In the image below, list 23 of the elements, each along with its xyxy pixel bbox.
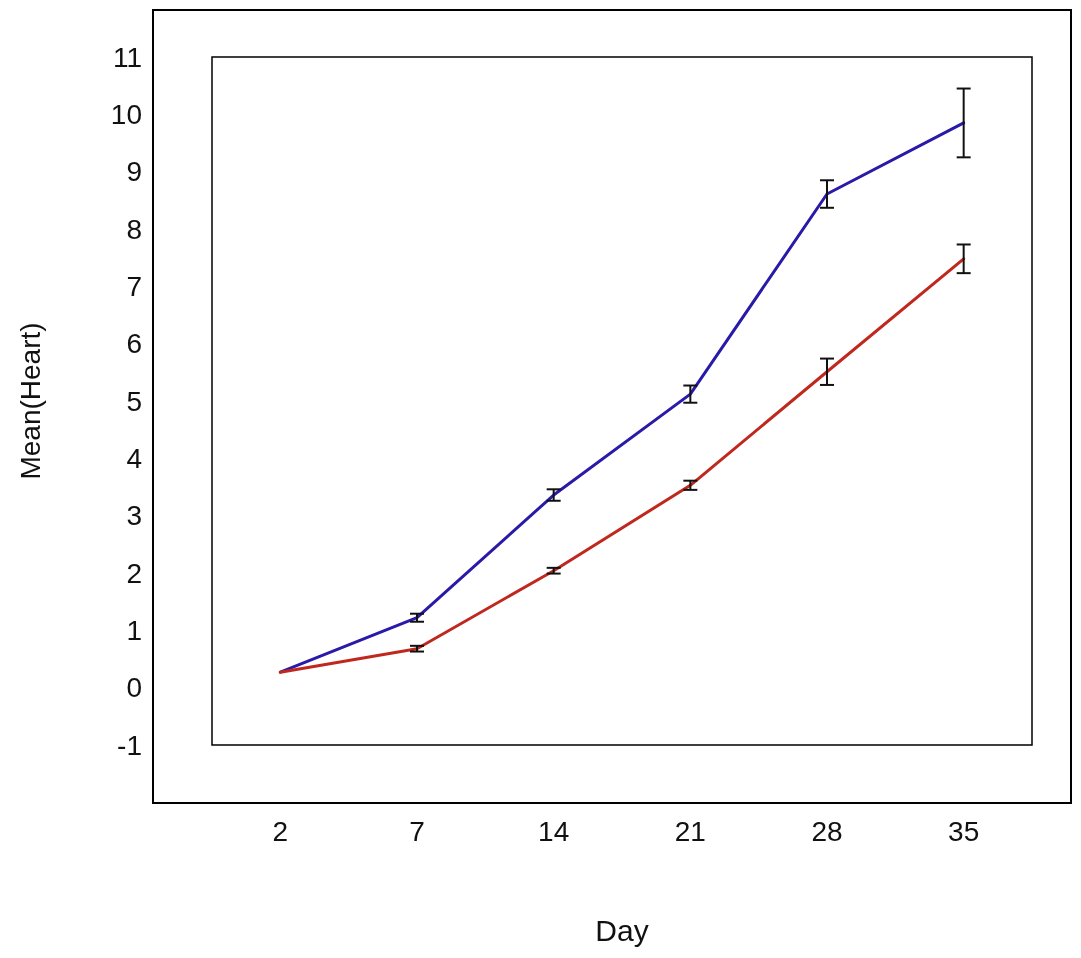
x-tick-label: 21 — [674, 815, 706, 847]
y-tick-label: 1 — [126, 614, 142, 646]
y-tick-label: 5 — [126, 385, 142, 417]
x-tick-label: 2 — [272, 815, 289, 847]
y-tick-label: -1 — [117, 729, 142, 761]
y-tick-label: 2 — [126, 557, 142, 589]
y-tick-label: 3 — [126, 500, 142, 532]
y-axis-title: Mean(Heart) — [14, 322, 46, 480]
x-tick-label: 7 — [409, 815, 425, 847]
y-tick-label: 10 — [110, 98, 142, 130]
y-tick-label: 0 — [126, 672, 142, 704]
y-tick-label: 4 — [126, 442, 142, 474]
y-tick-label: 7 — [126, 270, 142, 302]
x-tick-label: 35 — [948, 815, 980, 847]
y-tick-label: 11 — [112, 41, 142, 73]
y-tick-label: 8 — [126, 213, 142, 245]
x-axis-title: Day — [595, 913, 649, 947]
line-series — [278, 121, 966, 674]
x-tick-label: 14 — [538, 815, 570, 847]
y-tick-label: 9 — [126, 156, 142, 188]
y-tick-label: 6 — [126, 328, 142, 360]
line-series — [278, 257, 966, 674]
x-tick-label: 28 — [811, 815, 843, 847]
